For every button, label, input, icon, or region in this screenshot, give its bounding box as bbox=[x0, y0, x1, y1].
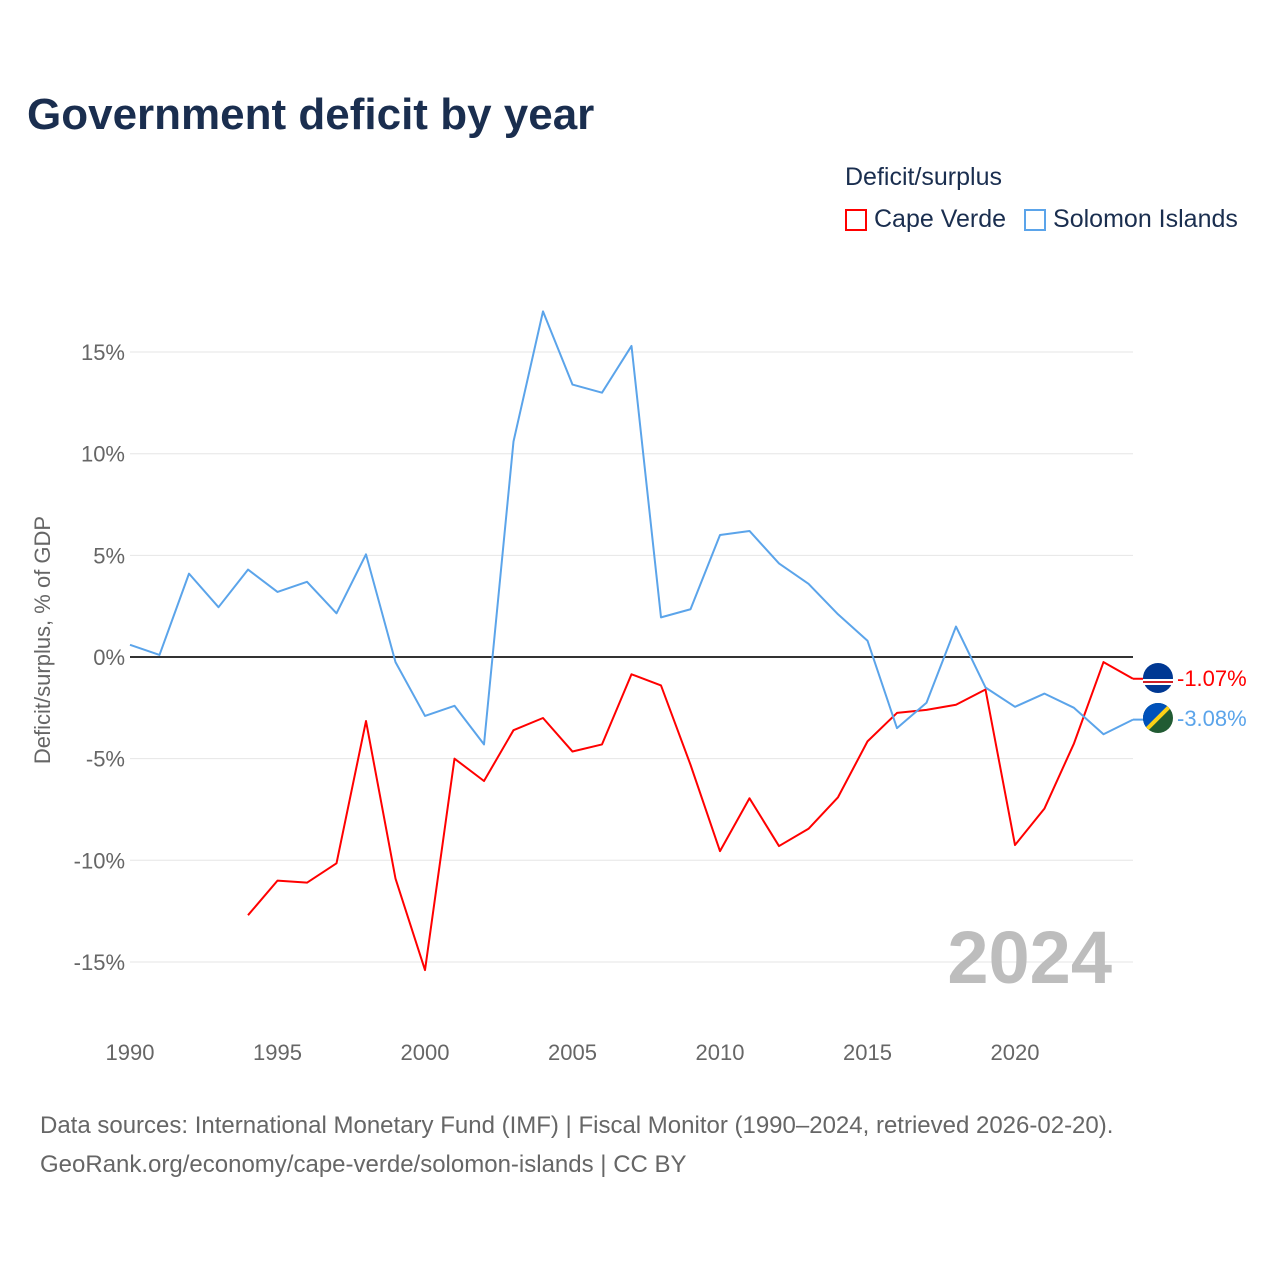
legend-swatch-solomon-islands bbox=[1024, 208, 1047, 231]
legend-label: Cape Verde bbox=[874, 205, 1007, 233]
series-line-cape-verde bbox=[247, 661, 1134, 972]
legend-swatch-cape-verde bbox=[845, 208, 867, 231]
x-tick-label: 1990 bbox=[106, 1040, 155, 1065]
flag-blue-part bbox=[1143, 703, 1169, 729]
y-tick-label: 15% bbox=[81, 340, 125, 365]
source-line-2[interactable]: GeoRank.org/economy/cape-verde/solomon-i… bbox=[40, 1151, 687, 1178]
y-tick-label: -15% bbox=[74, 950, 125, 975]
x-tick-label: 2020 bbox=[991, 1040, 1040, 1065]
flag-stripe bbox=[1143, 681, 1173, 683]
y-tick-label: 0% bbox=[93, 645, 125, 670]
flag-stripe bbox=[1145, 705, 1171, 731]
end-value-label: -1.07% bbox=[1177, 666, 1247, 691]
x-tick-label: 2005 bbox=[548, 1040, 597, 1065]
y-axis-label: Deficit/surplus, % of GDP bbox=[30, 516, 55, 764]
legend-item-solomon-islands[interactable]: Solomon Islands bbox=[1024, 205, 1238, 234]
chart-title: Government deficit by year bbox=[27, 90, 595, 139]
end-value-label: -3.08% bbox=[1177, 706, 1247, 731]
x-tick-label: 2010 bbox=[696, 1040, 745, 1065]
y-tick-label: -5% bbox=[86, 747, 125, 772]
legend: Cape Verde Solomon Islands bbox=[845, 205, 1238, 234]
legend-title: Deficit/surplus bbox=[845, 163, 1002, 191]
cape-verde-flag-icon bbox=[1143, 663, 1173, 693]
legend-item-cape-verde[interactable]: Cape Verde bbox=[845, 205, 1006, 234]
source-note: Data sources: International Monetary Fun… bbox=[40, 1106, 1113, 1184]
source-line-1: Data sources: International Monetary Fun… bbox=[40, 1112, 1114, 1139]
y-tick-label: -10% bbox=[74, 848, 125, 873]
x-tick-label: 2000 bbox=[401, 1040, 450, 1065]
x-tick-label: 2015 bbox=[843, 1040, 892, 1065]
y-tick-label: 10% bbox=[81, 442, 125, 467]
series-line-solomon-islands bbox=[129, 310, 1134, 746]
legend-label: Solomon Islands bbox=[1053, 205, 1238, 233]
x-tick-label: 1995 bbox=[253, 1040, 302, 1065]
y-tick-label: 5% bbox=[93, 543, 125, 568]
year-watermark: 2024 bbox=[947, 916, 1112, 999]
